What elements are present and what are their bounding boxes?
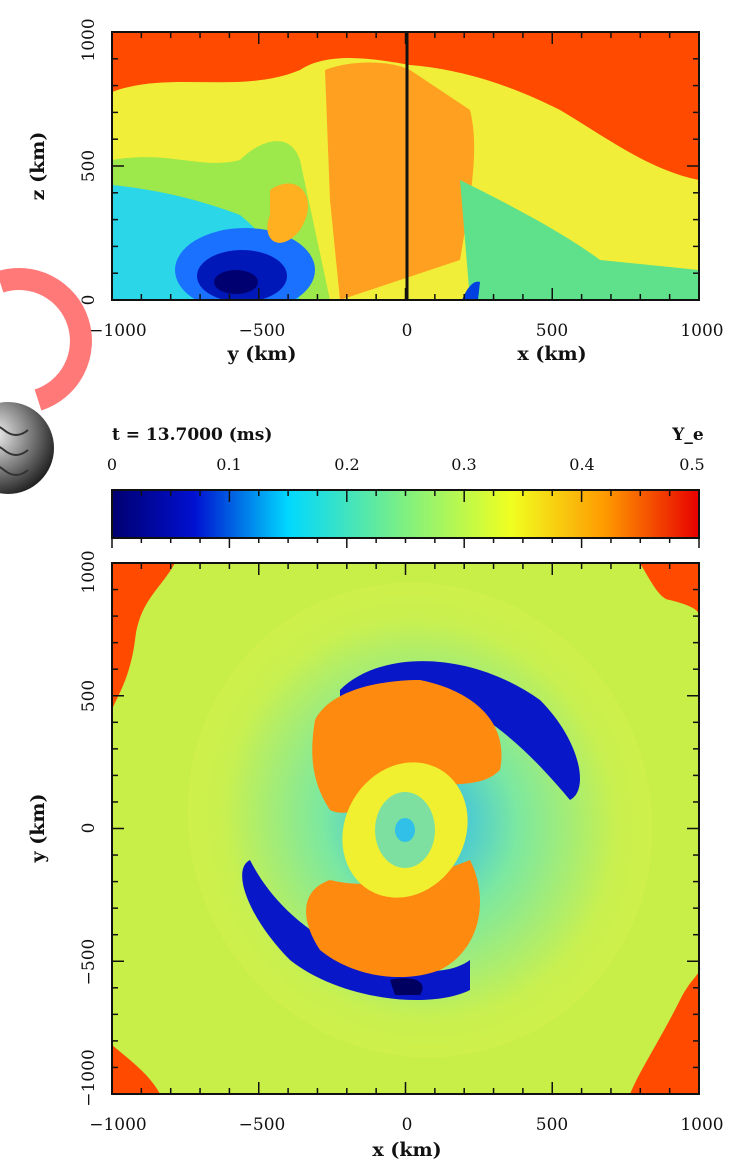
colorbar-variable-label: Y_e	[671, 425, 704, 445]
colorbar-tick: 0	[107, 455, 117, 474]
bottom-heatmap	[112, 563, 699, 1094]
bottom-y-tick: 500	[79, 680, 99, 712]
top-x-tick: 0	[402, 321, 413, 341]
colorbar-tick: 0.5	[679, 455, 704, 474]
colorbar-gradient	[111, 489, 700, 539]
colorbar: t = 13.7000 (ms) Y_e 0 0.1 0.2 0.3 0.4 0…	[107, 425, 705, 548]
top-y-tick: 500	[79, 150, 99, 182]
top-x-tick: 500	[536, 321, 568, 341]
colorbar-tick: 0.3	[451, 455, 476, 474]
bottom-x-tick: −500	[239, 1115, 286, 1135]
top-panel: −1000 −500 0 500 1000 y (km) x (km) 0 50…	[27, 18, 724, 365]
bottom-panel: −1000 −500 0 500 1000 x (km) −1000 −500 …	[27, 550, 724, 1161]
top-x-tick: −500	[239, 321, 286, 341]
time-label: t = 13.7000 (ms)	[112, 425, 272, 445]
bottom-y-tick: −1000	[79, 1049, 99, 1107]
top-ticks	[111, 31, 700, 301]
bottom-x-tick: 500	[536, 1115, 568, 1135]
bottom-xlabel: x (km)	[372, 1139, 441, 1161]
bottom-y-tick: −500	[79, 939, 99, 986]
bottom-y-tick: 0	[79, 823, 99, 834]
bottom-y-tick: 1000	[79, 550, 99, 593]
bottom-ylabel: y (km)	[27, 794, 49, 864]
colorbar-ticks	[111, 490, 700, 548]
top-left-xlabel: y (km)	[227, 343, 297, 365]
ring-icon	[0, 268, 92, 411]
top-x-tick: 1000	[680, 321, 723, 341]
colorbar-tick: 0.2	[334, 455, 359, 474]
colorbar-tick: 0.4	[569, 455, 594, 474]
decorative-sphere	[0, 268, 92, 494]
bottom-x-tick: 0	[402, 1115, 413, 1135]
top-right-xlabel: x (km)	[517, 343, 586, 365]
top-ylabel: z (km)	[27, 132, 49, 201]
bottom-x-tick: 1000	[680, 1115, 723, 1135]
top-x-tick: −1000	[89, 321, 147, 341]
bottom-x-tick: −1000	[89, 1115, 147, 1135]
top-y-tick: 1000	[79, 18, 99, 61]
top-y-tick: 0	[79, 295, 99, 306]
colorbar-tick: 0.1	[216, 455, 241, 474]
bottom-ticks	[111, 562, 700, 1095]
sphere-icon	[0, 402, 54, 494]
